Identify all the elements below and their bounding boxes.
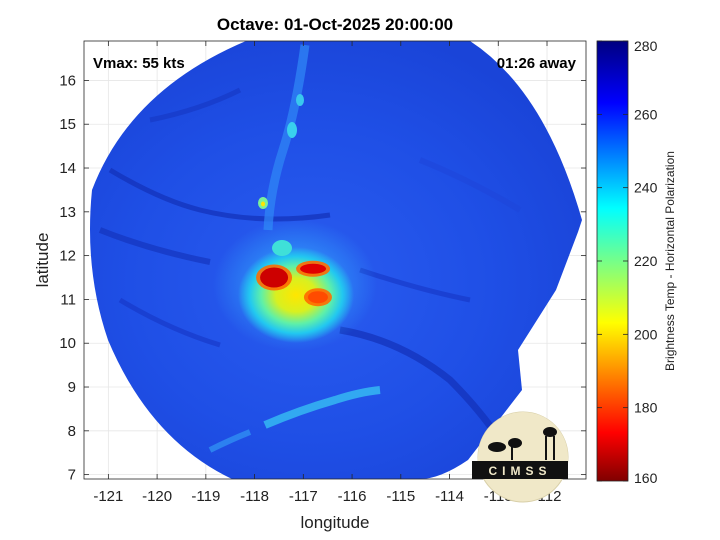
dark-band <box>98 227 211 265</box>
vmax-annotation: Vmax: 55 kts <box>93 55 185 72</box>
satellite-dish-icon <box>488 442 506 452</box>
chart-title: Octave: 01-Oct-2025 20:00:00 <box>217 15 453 34</box>
y-tick-label: 11 <box>60 291 76 308</box>
y-axis-label: latitude <box>33 233 52 288</box>
convective-cell <box>296 94 304 106</box>
colorbar-tick-label: 180 <box>634 400 658 416</box>
x-tick-label: -120 <box>142 488 172 505</box>
y-tick-label: 9 <box>68 379 76 396</box>
colorbar-label: Brightness Temp - Horizontal Polarizatio… <box>663 151 677 371</box>
y-tick-label: 16 <box>59 72 76 89</box>
storm-core <box>238 247 354 343</box>
dark-band <box>149 87 242 123</box>
x-tick-label: -121 <box>93 488 123 505</box>
y-tick-label: 12 <box>59 248 76 265</box>
y-tick-label: 8 <box>68 423 76 440</box>
cold-core <box>300 263 327 274</box>
logo-text: CIMSS <box>488 464 551 478</box>
satellite-dish-icon <box>508 438 522 448</box>
x-tick-label: -116 <box>338 488 367 505</box>
y-tick-label: 14 <box>59 160 76 177</box>
dark-band <box>418 157 522 213</box>
convective-cell <box>261 201 265 207</box>
y-tick-label: 7 <box>68 467 76 484</box>
dark-band <box>108 167 331 222</box>
colorbar <box>596 40 629 482</box>
colorbar-tick-label: 200 <box>634 326 658 342</box>
axes-frame <box>83 40 587 480</box>
water-tower-icon <box>543 427 557 437</box>
water-tower-icon <box>545 436 547 460</box>
time-away-annotation: 01:26 away <box>497 55 577 72</box>
convective-cell <box>287 122 297 138</box>
colorbar-tick-label: 220 <box>634 253 658 269</box>
colorbar-ticks: 280 260 240 220 200 180 160 <box>597 38 658 486</box>
colorbar-tick-label: 280 <box>634 38 658 54</box>
storm-core <box>272 240 292 256</box>
cold-core <box>307 291 328 304</box>
y-tick-label: 10 <box>59 335 76 352</box>
x-tick-label: -118 <box>240 488 269 505</box>
colorbar-tick-label: 260 <box>634 106 658 122</box>
cold-core <box>260 267 289 288</box>
axis-ticks: -121 -120 -119 -118 -117 -116 -115 -114 -113 -112… <box>59 41 586 505</box>
rain-band-south <box>263 386 381 429</box>
satellite-dish-icon <box>511 446 513 460</box>
water-tower-icon <box>553 436 555 460</box>
cold-cores <box>256 260 332 307</box>
x-tick-label: -117 <box>289 488 318 505</box>
logo-banner <box>472 461 568 479</box>
colorbar-tick-label: 160 <box>634 470 658 486</box>
dark-band <box>118 297 221 348</box>
rain-band-south <box>208 429 252 453</box>
y-tick-label: 13 <box>59 204 76 221</box>
dark-band <box>339 326 503 442</box>
x-tick-label: -119 <box>191 488 220 505</box>
colorbar-tick-label: 240 <box>634 180 658 196</box>
x-tick-label: -115 <box>386 488 415 505</box>
x-tick-label: -114 <box>435 488 464 505</box>
cimss-logo: CIMSS <box>472 411 569 503</box>
y-tick-label: 15 <box>59 116 76 133</box>
x-axis-label: longitude <box>300 513 369 532</box>
rain-band-north <box>263 44 310 231</box>
